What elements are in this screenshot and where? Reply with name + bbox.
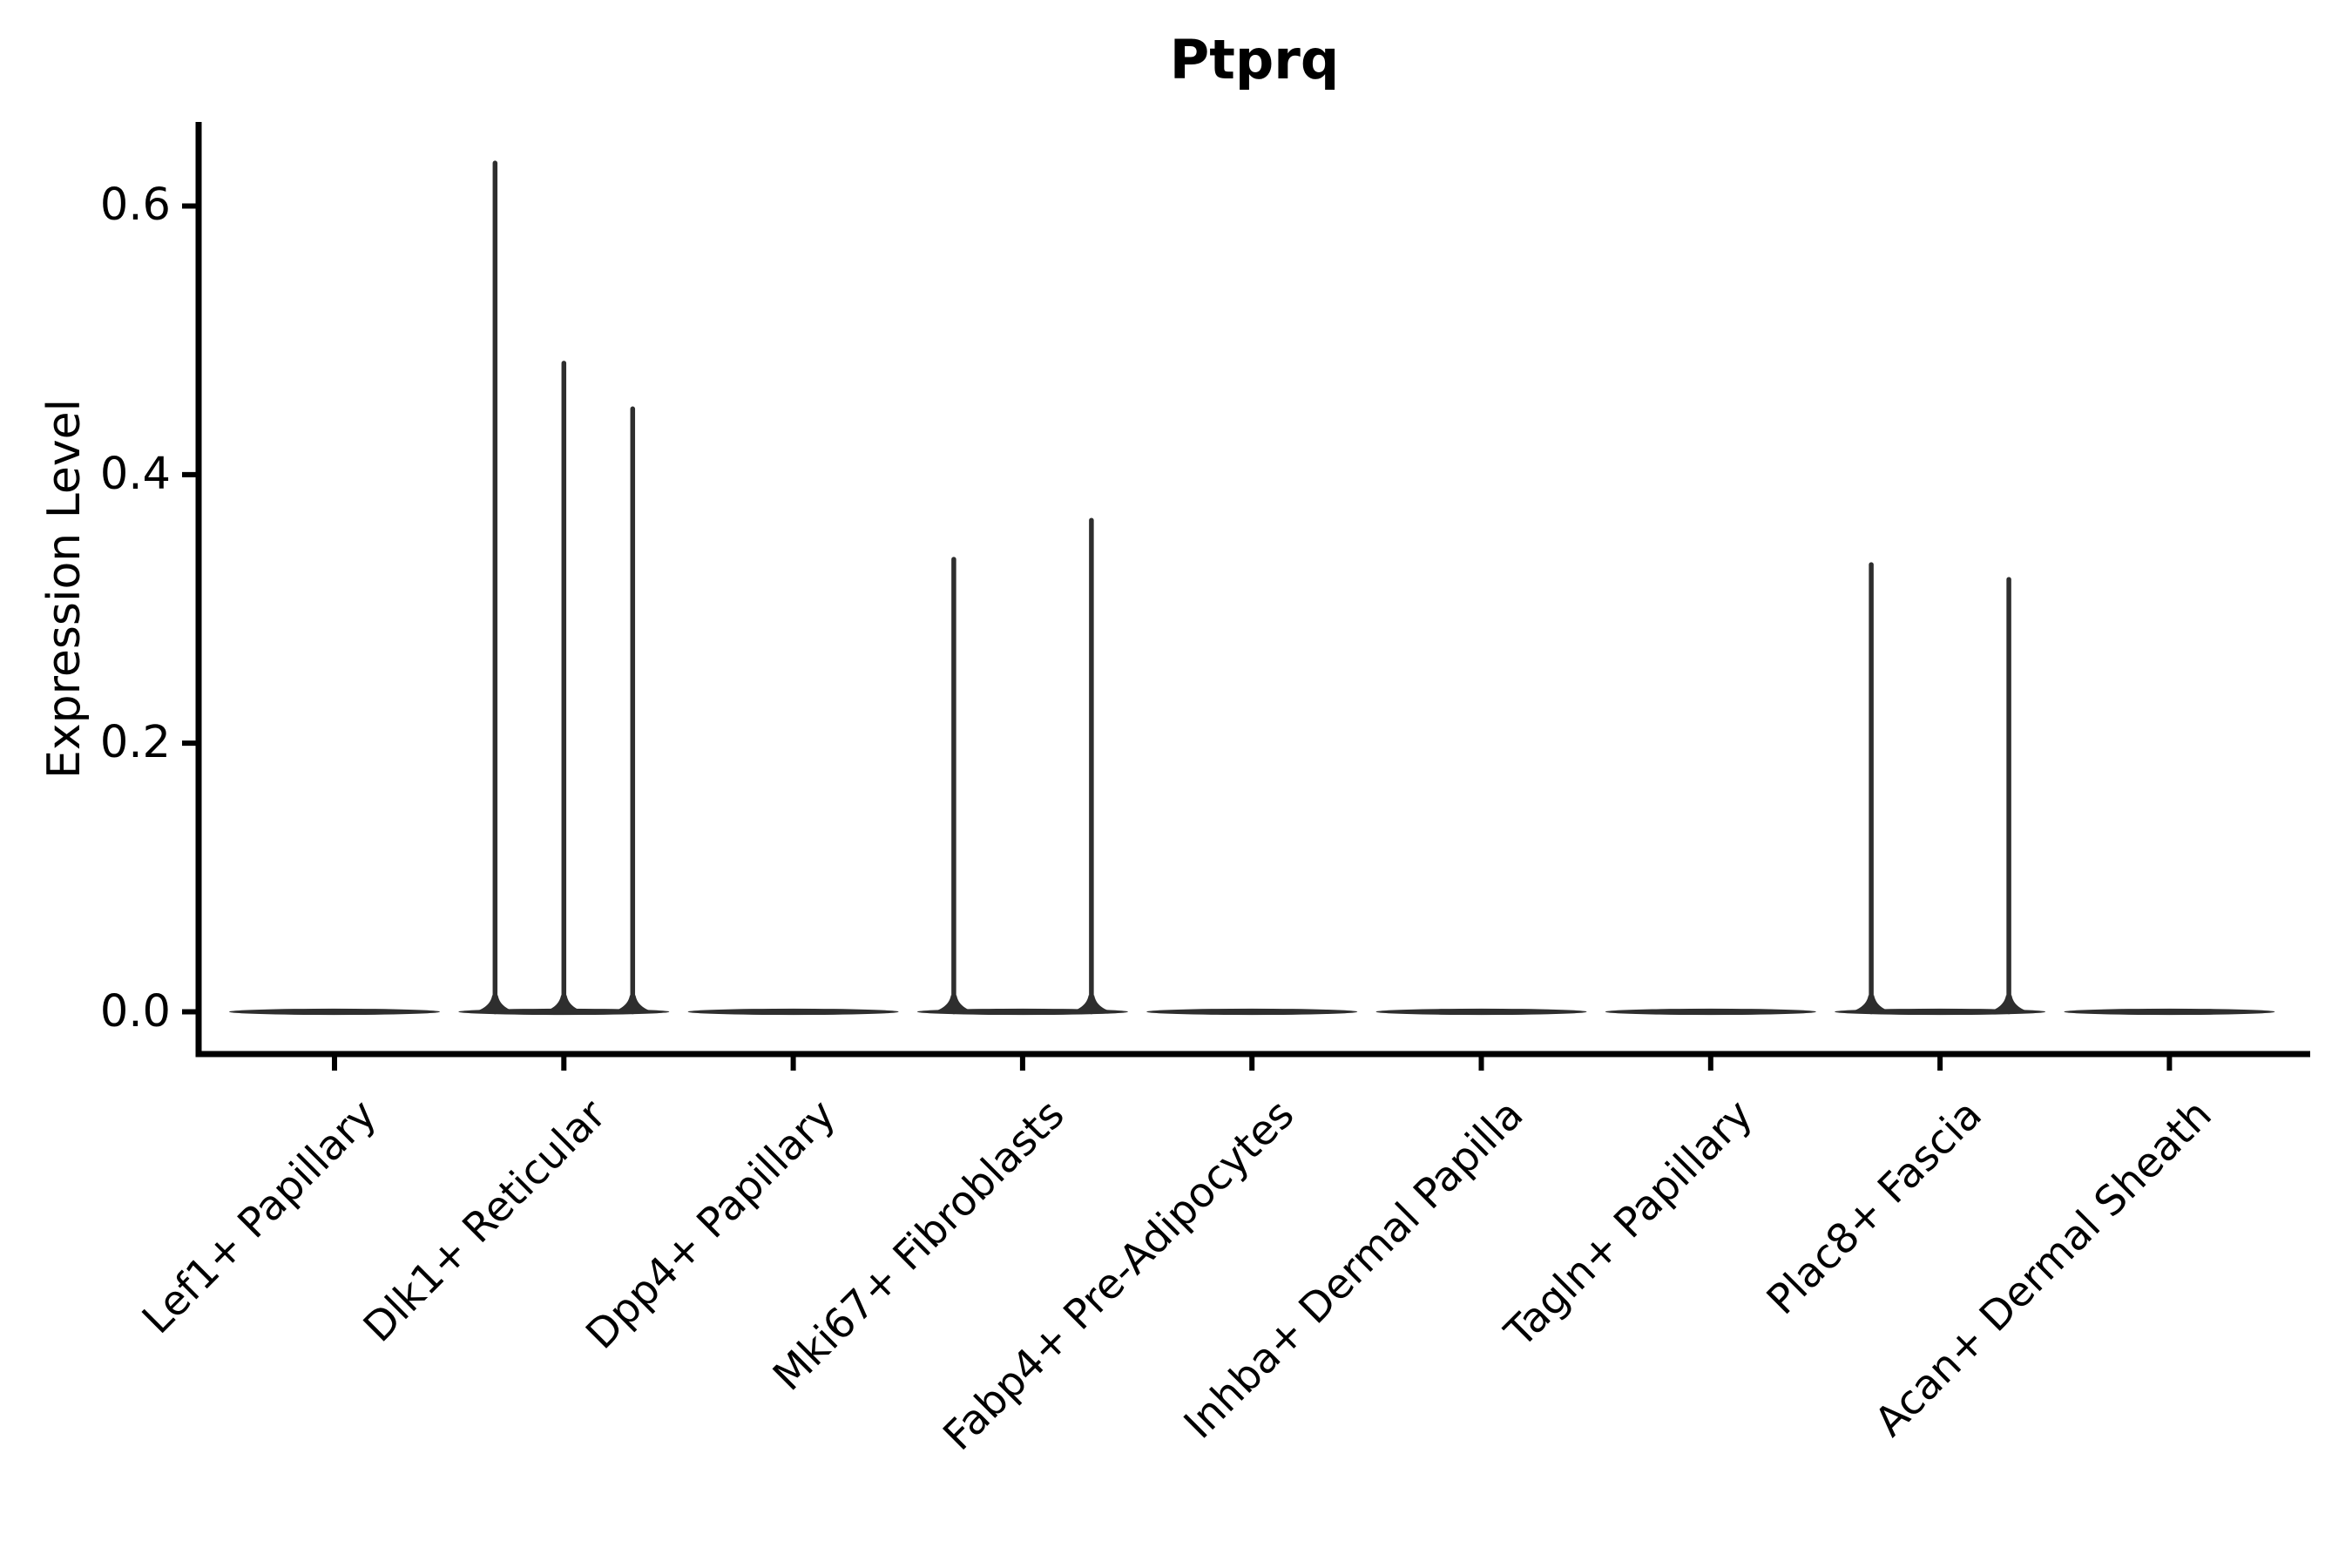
- plot-title: Ptprq: [1169, 28, 1340, 91]
- y-tick-label: 0.2: [99, 717, 171, 769]
- violin-body: [2064, 1008, 2275, 1016]
- violin-body: [229, 1008, 440, 1016]
- violin-body: [1835, 1008, 2046, 1016]
- violin-body: [1375, 1008, 1587, 1016]
- violin-body: [916, 1008, 1128, 1016]
- y-tick-label: 0.6: [99, 179, 171, 232]
- violin-body: [1605, 1008, 1816, 1016]
- y-tick-label: 0.4: [99, 448, 171, 500]
- y-tick-label: 0.0: [99, 985, 171, 1037]
- violin-body: [1146, 1008, 1358, 1016]
- violin-body: [687, 1008, 899, 1016]
